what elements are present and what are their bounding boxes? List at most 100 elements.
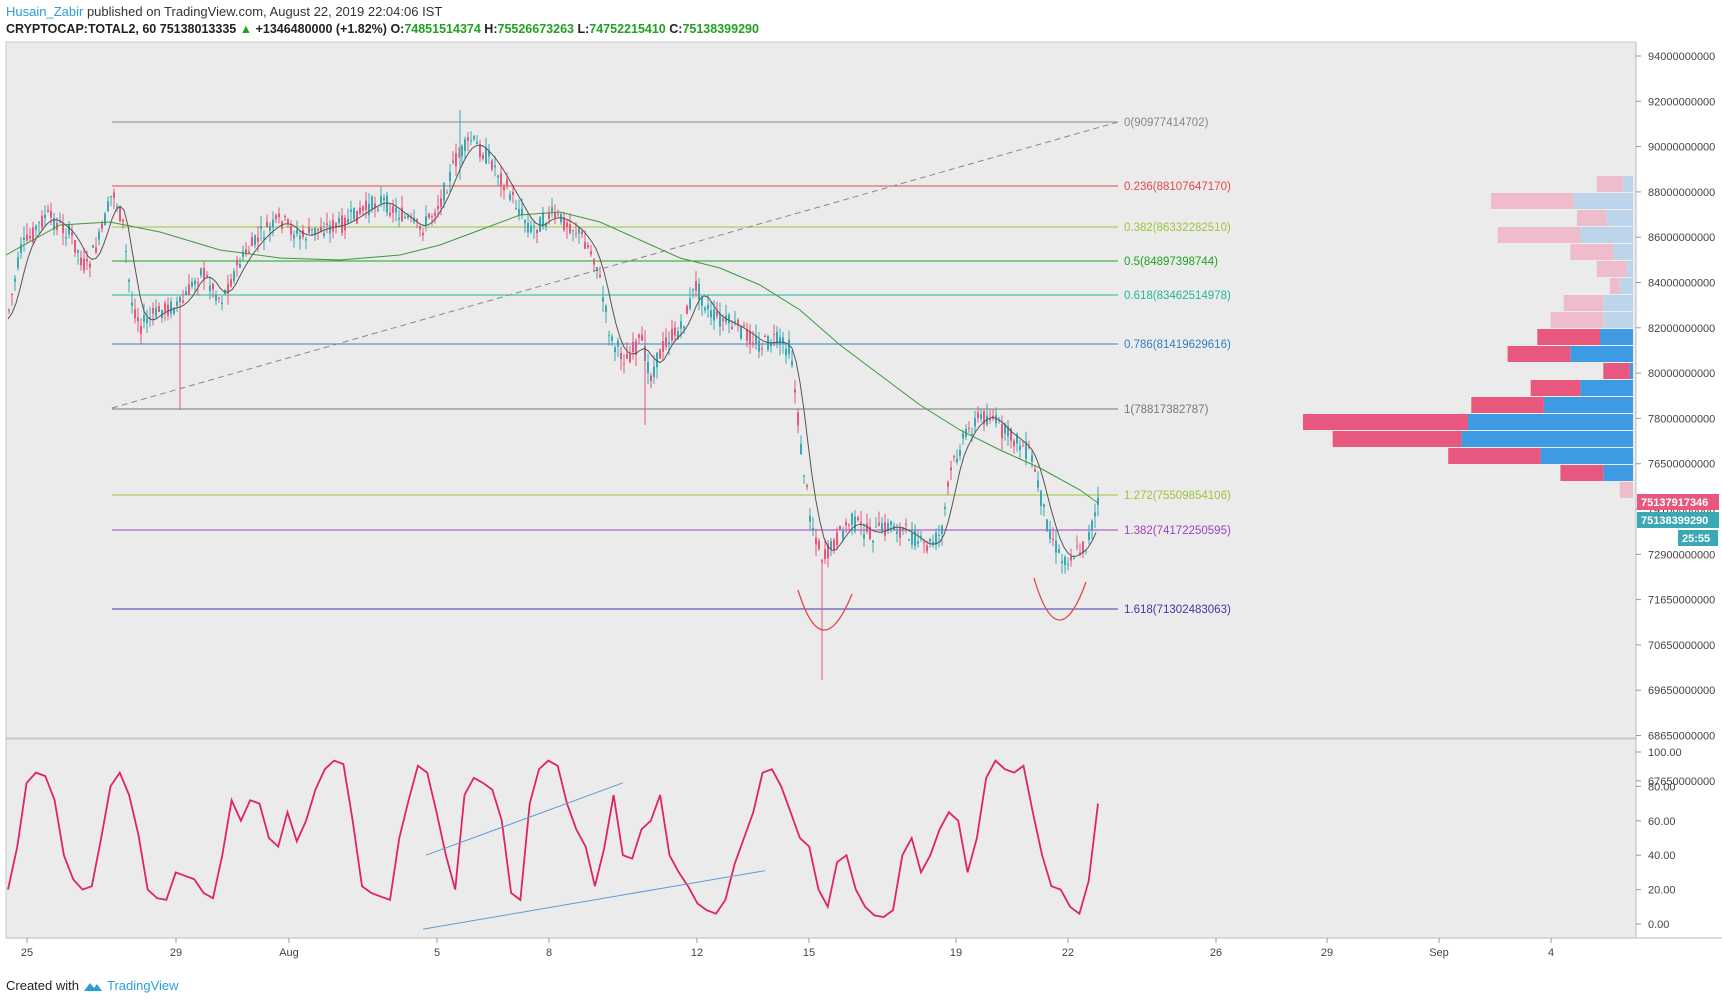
candle-body [1028, 446, 1030, 448]
fib-level-label: 0.236(88107647170) [1124, 181, 1231, 193]
candle-body [758, 340, 760, 352]
candle-body [140, 325, 142, 334]
candle-body [974, 417, 976, 427]
candle-body [359, 207, 361, 214]
candle-body [1004, 424, 1006, 434]
candle-body [1016, 433, 1018, 444]
candle-body [311, 228, 313, 231]
candle-body [530, 225, 532, 233]
candle-body [590, 251, 592, 255]
candle-body [323, 232, 325, 236]
candle-body [671, 328, 673, 341]
candle-body [956, 458, 958, 463]
candle-body [866, 523, 868, 532]
candle-body [80, 257, 82, 266]
candle-body [254, 235, 256, 245]
candle-body [11, 293, 13, 296]
candle-body [1088, 532, 1090, 540]
candle-body [596, 267, 598, 272]
oscillator-pane[interactable] [5, 738, 1637, 939]
candle-body [350, 209, 352, 212]
candle-body [458, 155, 460, 157]
oscillator-axis[interactable] [1636, 739, 1722, 938]
candle-body [854, 516, 856, 532]
candle-body [944, 506, 946, 509]
candle-body [716, 311, 718, 316]
candle-body [59, 221, 61, 223]
candle-body [419, 226, 421, 230]
candle-body [902, 528, 904, 530]
candle-body [221, 302, 223, 304]
osc-tick-label: 20.00 [1648, 885, 1676, 897]
candle-body [947, 482, 949, 487]
candle-body [932, 541, 934, 545]
candle-body [362, 206, 364, 211]
candle-body [548, 212, 550, 219]
main-pane[interactable] [5, 41, 1637, 739]
close-value: 75138399290 [682, 22, 759, 36]
price-tick-label: 80000000000 [1648, 368, 1715, 380]
fib-trend-line[interactable] [111, 121, 1119, 409]
candle-body [800, 444, 802, 455]
candle-body [194, 280, 196, 285]
candle-body [665, 337, 667, 347]
candle-body [422, 233, 424, 236]
candle-body [566, 222, 568, 228]
candle-body [98, 231, 100, 240]
tradingview-link[interactable]: TradingView [106, 978, 179, 993]
candle-body [428, 213, 430, 218]
candle-body [632, 341, 634, 353]
candle-body [245, 249, 247, 255]
candle-body [869, 526, 871, 540]
candle-body [65, 237, 67, 239]
candle-body [908, 539, 910, 541]
candle-body [392, 206, 394, 213]
candle-body [839, 525, 841, 530]
price-tag-bg [1637, 494, 1719, 510]
candle-body [425, 216, 427, 225]
candle-body [53, 218, 55, 230]
oscillator [7, 759, 1099, 930]
volume-bar-buy [1619, 278, 1633, 294]
price-candles [8, 110, 1099, 680]
candle-body [119, 206, 121, 222]
price-axis[interactable] [1636, 42, 1722, 738]
candle-body [602, 297, 604, 302]
candle-body [833, 539, 835, 551]
candle-body [68, 224, 70, 235]
candle-body [299, 235, 301, 240]
candle-body [875, 526, 877, 528]
candle-body [1058, 549, 1060, 553]
candle-body [791, 360, 793, 366]
candle-body [518, 209, 520, 216]
volume-bar-buy [1600, 329, 1633, 345]
time-axis-labels: 25 29 Aug 5 8 12 15 19 22 26 29 Sep 4 [21, 938, 1554, 959]
price-tick-label: 68650000000 [1648, 731, 1715, 743]
candle-body [17, 257, 19, 268]
candle-body [524, 220, 526, 224]
candle-body [1007, 426, 1009, 437]
candle-body [938, 534, 940, 536]
osc-tick-label: 40.00 [1648, 850, 1676, 862]
candle-body [728, 314, 730, 324]
fib-level-label: 1(78817382787) [1124, 404, 1209, 416]
candle-body [470, 140, 472, 142]
candle-body [872, 540, 874, 543]
candle-body [851, 513, 853, 525]
candle-body [950, 467, 952, 471]
candle-body [329, 225, 331, 234]
author-link[interactable]: Husain_Zabir [6, 4, 84, 19]
candle-body [608, 335, 610, 337]
osc-tick-label: 60.00 [1648, 816, 1676, 828]
ma-fast-line [7, 144, 1097, 557]
candle-body [314, 227, 316, 236]
volume-profile [1303, 176, 1633, 498]
candle-body [236, 259, 238, 266]
candle-body [476, 141, 478, 145]
candle-body [512, 192, 514, 195]
candle-body [617, 340, 619, 347]
price-tick-label: 72900000000 [1648, 549, 1715, 561]
candle-body [761, 348, 763, 350]
candle-body [977, 412, 979, 419]
